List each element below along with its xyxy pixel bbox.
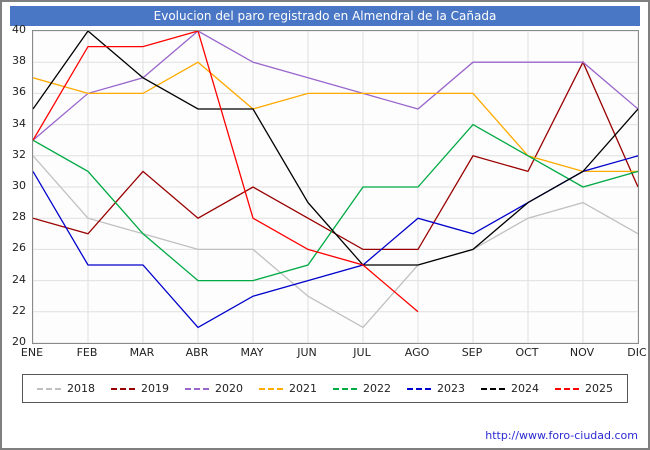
y-tick-label-20: 20: [12, 335, 26, 348]
y-tick-label-38: 38: [12, 54, 26, 68]
y-axis-labels: 40 38 36 34 32 30 28 26 24 22 20: [2, 24, 29, 348]
y-tick-label-28: 28: [12, 210, 26, 224]
legend-label-2020: 2020: [215, 382, 243, 395]
legend-swatch-2019: [111, 387, 135, 390]
foro-ciudad-link[interactable]: http://www.foro-ciudad.com: [485, 429, 638, 442]
x-tick-label-dic: DIC: [627, 346, 647, 359]
legend-label-2024: 2024: [511, 382, 539, 395]
legend-swatch-2025: [555, 387, 579, 390]
x-tick-label-feb: FEB: [76, 346, 98, 359]
legend-swatch-2021: [259, 387, 283, 390]
y-tick-label-24: 24: [12, 272, 26, 286]
x-tick-label-nov: NOV: [569, 346, 595, 359]
legend-item-2022: 2022: [333, 382, 391, 395]
legend-item-2020: 2020: [185, 382, 243, 395]
legend-label-2022: 2022: [363, 382, 391, 395]
legend-item-2023: 2023: [407, 382, 465, 395]
legend-swatch-2024: [481, 387, 505, 390]
chart-title-bar: Evolucion del paro registrado en Almendr…: [10, 6, 640, 26]
x-axis-labels: ENE FEB MAR ABR MAY JUN JUL AGO SEP OCT NOV DIC: [21, 346, 647, 360]
x-tick-label-oct: OCT: [515, 346, 539, 359]
y-tick-label-30: 30: [12, 179, 26, 192]
x-tick-label-abr: ABR: [185, 346, 209, 359]
y-tick-label-26: 26: [12, 241, 26, 255]
legend-item-2025: 2025: [555, 382, 613, 395]
x-tick-label-sep: SEP: [461, 346, 483, 359]
y-tick-label-32: 32: [12, 147, 26, 161]
legend-swatch-2018: [37, 387, 61, 390]
x-tick-label-jul: JUL: [353, 346, 371, 359]
y-tick-label-36: 36: [12, 85, 26, 99]
legend: 2018 2019 2020 2021 2022 2023 2024 2025: [22, 374, 628, 403]
legend-label-2018: 2018: [67, 382, 95, 395]
legend-item-2018: 2018: [37, 382, 95, 395]
plot-area: [32, 30, 639, 344]
legend-swatch-2022: [333, 387, 357, 390]
legend-item-2021: 2021: [259, 382, 317, 395]
legend-label-2019: 2019: [141, 382, 169, 395]
y-tick-label-34: 34: [12, 116, 26, 130]
legend-item-2024: 2024: [481, 382, 539, 395]
legend-swatch-2020: [185, 387, 209, 390]
y-tick-label-22: 22: [12, 303, 26, 317]
chart-title: Evolucion del paro registrado en Almendr…: [153, 9, 497, 23]
legend-label-2021: 2021: [289, 382, 317, 395]
legend-swatch-2023: [407, 387, 431, 390]
plot-area-svg: [33, 31, 638, 343]
y-tick-label-40: 40: [12, 23, 26, 36]
legend-label-2025: 2025: [585, 382, 613, 395]
x-tick-label-ago: AGO: [404, 346, 430, 359]
legend-item-2019: 2019: [111, 382, 169, 395]
legend-label-2023: 2023: [437, 382, 465, 395]
x-tick-label-may: MAY: [240, 346, 264, 359]
x-tick-label-ene: ENE: [20, 346, 44, 359]
x-tick-label-mar: MAR: [129, 346, 155, 359]
x-tick-label-jun: JUN: [297, 346, 317, 359]
